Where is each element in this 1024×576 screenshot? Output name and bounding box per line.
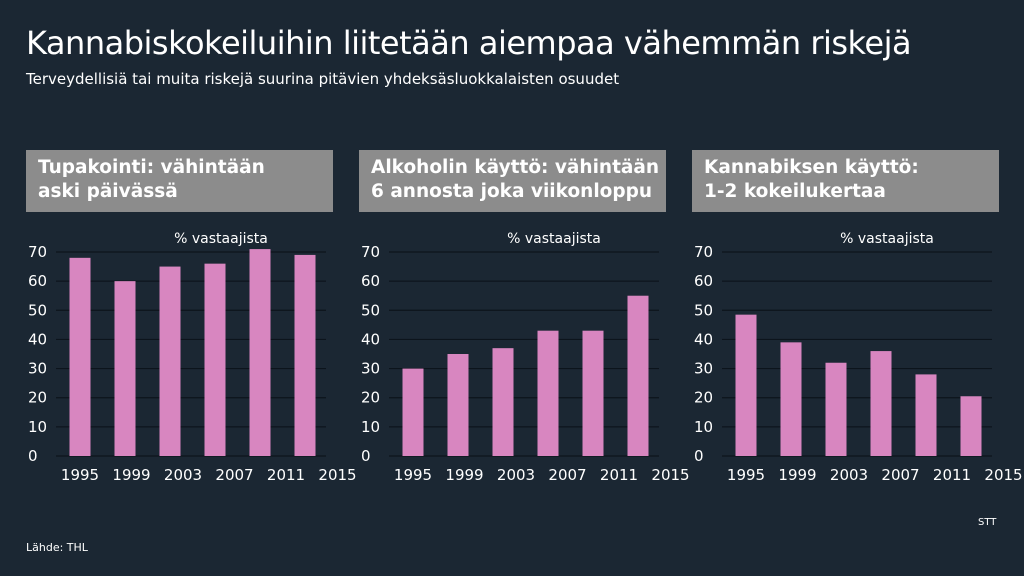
- y-tick-label: 40: [361, 330, 380, 348]
- bar-1995: [735, 314, 757, 456]
- chart-tupakointi: % vastaajista 0 10 20 30 40 50 60 70 1995 1999 2003…: [28, 231, 356, 484]
- y-tick-label: 50: [28, 301, 47, 319]
- y-tick-label: 0: [694, 447, 704, 465]
- x-tick-label: 2007: [881, 466, 919, 484]
- x-tick-label: 2003: [497, 466, 535, 484]
- y-tick-label: 0: [361, 447, 371, 465]
- y-tick-label: 60: [28, 272, 47, 290]
- x-tick-label: 1999: [112, 466, 150, 484]
- chart-alkoholi: % vastaajista 0 10 20 30 40 50 60 70 1995 1999 2003…: [361, 231, 689, 484]
- bar-2011: [915, 374, 937, 456]
- y-tick-label: 10: [361, 418, 380, 436]
- bar-2011: [582, 330, 604, 456]
- y-tick-label: 20: [361, 389, 380, 407]
- x-tick-label: 2011: [600, 466, 638, 484]
- bar-1999: [114, 281, 136, 456]
- bar-1995: [69, 257, 91, 456]
- x-tick-label: 2015: [651, 466, 689, 484]
- panel-3-title-line-2: 1-2 kokeilukertaa: [704, 181, 886, 202]
- bar-1999: [780, 342, 802, 456]
- chart-kannabis: % vastaajista 0 10 20 30 40 50 60 70 1995 1999 2003…: [694, 231, 1022, 484]
- bar-2007: [870, 351, 892, 456]
- x-tick-label: 1995: [61, 466, 99, 484]
- panel-2-title-line-2: 6 annosta joka viikonloppu: [371, 181, 653, 202]
- y-tick-label: 30: [361, 360, 380, 378]
- y-tick-label: 60: [694, 272, 713, 290]
- panel-3-header: Kannabiksen käyttö: 1-2 kokeilukertaa: [692, 150, 999, 212]
- y-tick-label: 50: [694, 301, 713, 319]
- panel-1-header: Tupakointi: vähintään aski päivässä: [26, 150, 333, 212]
- bar-2003: [159, 266, 181, 456]
- y-tick-label: 70: [694, 243, 713, 261]
- x-tick-label: 2015: [984, 466, 1022, 484]
- y-tick-label: 10: [28, 418, 47, 436]
- x-tick-label: 2007: [215, 466, 253, 484]
- source-note: Lähde: THL: [26, 541, 88, 554]
- bar-2007: [537, 330, 559, 456]
- bar-2015: [960, 396, 982, 456]
- bar-2015: [294, 254, 316, 456]
- y-tick-label: 10: [694, 418, 713, 436]
- panel-1-title-line-2: aski päivässä: [38, 181, 178, 202]
- x-tick-label: 1995: [727, 466, 765, 484]
- bar-2011: [249, 249, 271, 456]
- y-axis-label: % vastaajista: [174, 231, 268, 247]
- x-tick-label: 2011: [933, 466, 971, 484]
- y-axis-label: % vastaajista: [840, 231, 934, 247]
- x-tick-label: 2011: [267, 466, 305, 484]
- chart-subtitle: Terveydellisiä tai muita riskejä suurina…: [26, 70, 620, 88]
- y-tick-label: 0: [28, 447, 38, 465]
- chart-title: Kannabiskokeiluihin liitetään aiempaa vä…: [26, 24, 912, 62]
- y-tick-label: 40: [694, 330, 713, 348]
- y-tick-label: 60: [361, 272, 380, 290]
- panel-3-title-line-1: Kannabiksen käyttö:: [704, 157, 919, 178]
- x-tick-label: 2007: [548, 466, 586, 484]
- y-tick-label: 30: [694, 360, 713, 378]
- bar-1995: [402, 368, 424, 456]
- x-tick-label: 1999: [778, 466, 816, 484]
- panel-2-header: Alkoholin käyttö: vähintään 6 annosta jo…: [359, 150, 666, 212]
- x-tick-label: 2015: [318, 466, 356, 484]
- bar-2003: [492, 348, 514, 456]
- y-tick-label: 30: [28, 360, 47, 378]
- panel-2-title-line-1: Alkoholin käyttö: vähintään: [371, 157, 660, 178]
- bar-1999: [447, 354, 469, 456]
- y-tick-label: 20: [28, 389, 47, 407]
- x-tick-label: 1999: [445, 466, 483, 484]
- y-tick-label: 40: [28, 330, 47, 348]
- y-tick-label: 70: [361, 243, 380, 261]
- y-axis-label: % vastaajista: [507, 231, 601, 247]
- bar-2015: [627, 295, 649, 456]
- y-tick-label: 20: [694, 389, 713, 407]
- y-tick-label: 50: [361, 301, 380, 319]
- x-tick-label: 2003: [830, 466, 868, 484]
- x-tick-label: 1995: [394, 466, 432, 484]
- bar-2003: [825, 362, 847, 456]
- y-tick-label: 70: [28, 243, 47, 261]
- x-tick-label: 2003: [164, 466, 202, 484]
- bar-2007: [204, 263, 226, 456]
- brand-logo: STT: [978, 517, 997, 528]
- panel-1-title-line-1: Tupakointi: vähintään: [38, 157, 265, 178]
